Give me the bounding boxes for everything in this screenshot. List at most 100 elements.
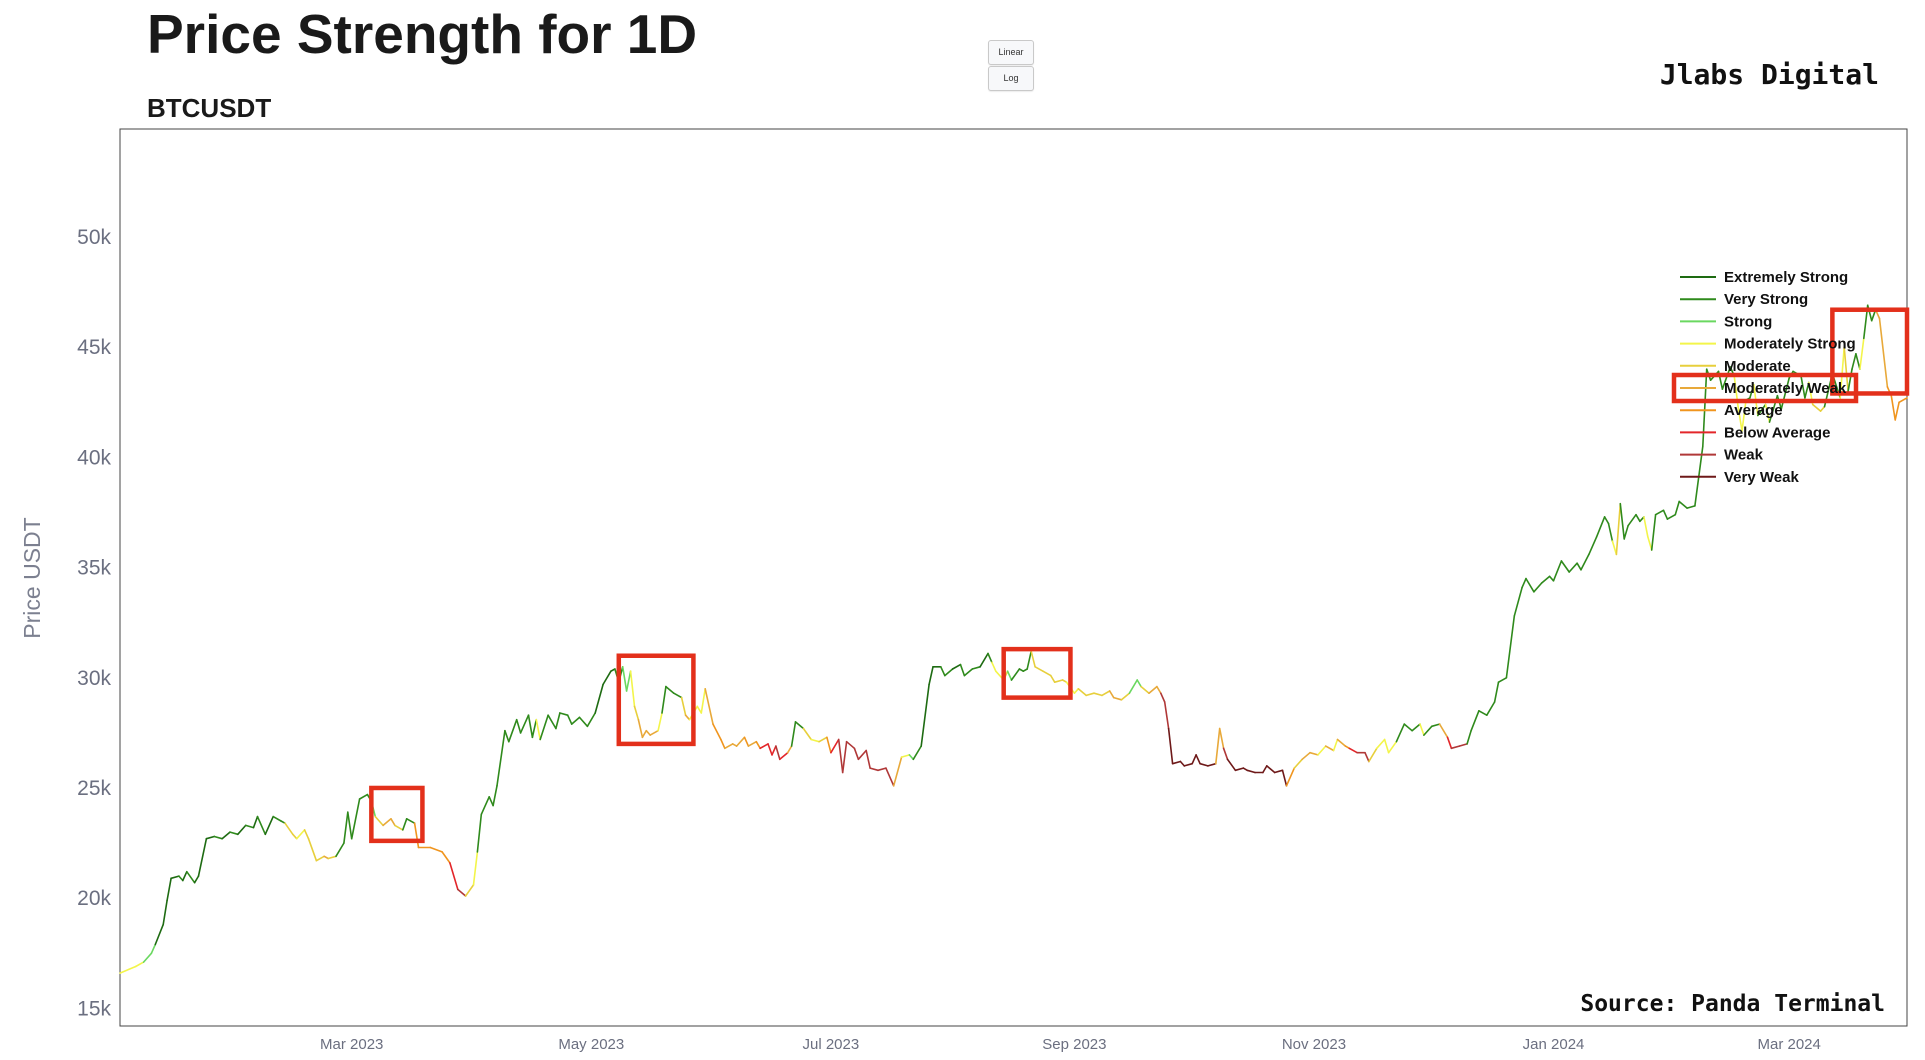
price-segment xyxy=(720,738,726,750)
price-segment xyxy=(1548,575,1555,582)
price-segment xyxy=(1073,687,1080,695)
price-segment xyxy=(826,736,832,754)
price-segment xyxy=(1030,650,1036,668)
price-segment xyxy=(162,899,168,926)
price-segment xyxy=(1332,738,1339,752)
price-segment xyxy=(987,652,993,664)
price-segment xyxy=(488,795,494,807)
legend-highlight-box xyxy=(1671,372,1859,404)
price-segment xyxy=(142,952,153,963)
price-segment xyxy=(912,745,923,761)
price-segment xyxy=(1819,405,1826,412)
price-segment xyxy=(1890,394,1896,421)
legend-item-label: Very Weak xyxy=(1724,469,1799,486)
legend-item-label: Very Strong xyxy=(1724,291,1808,308)
y-tick-label: 20k xyxy=(77,887,111,910)
legend-item-label: Moderately Strong xyxy=(1724,336,1856,353)
price-segment xyxy=(645,729,652,736)
price-segment xyxy=(1627,513,1637,527)
price-segment xyxy=(1042,670,1052,677)
price-segment xyxy=(1348,747,1358,754)
price-segment xyxy=(1843,346,1849,393)
price-segment xyxy=(1678,500,1688,509)
price-segment xyxy=(1266,765,1276,774)
price-segment xyxy=(1650,513,1657,551)
price-segment xyxy=(186,870,196,884)
price-segment xyxy=(1741,399,1747,432)
price-segment xyxy=(1764,403,1771,423)
price-segment xyxy=(621,665,628,692)
price-segment xyxy=(1301,751,1311,761)
x-tick-label: Jul 2023 xyxy=(803,1036,860,1053)
price-segment xyxy=(586,712,597,728)
price-segment xyxy=(1273,769,1284,774)
price-segment xyxy=(1839,346,1845,399)
price-segment xyxy=(1128,679,1138,695)
y-tick-label: 45k xyxy=(77,336,111,359)
price-segment xyxy=(1050,674,1056,684)
price-segment xyxy=(1859,337,1865,371)
price-segment xyxy=(413,822,420,849)
price-segment xyxy=(1607,522,1614,542)
x-axis: Mar 2023 May 2023 Jul 2023 Sep 2023 Nov 2023… xyxy=(320,1036,1821,1053)
price-segment xyxy=(767,743,773,756)
price-segment xyxy=(1486,701,1496,717)
price-segment xyxy=(602,670,612,686)
price-segment xyxy=(1423,725,1433,736)
price-segment xyxy=(1207,762,1217,767)
price-segment xyxy=(1006,670,1013,681)
price-segment xyxy=(637,718,644,739)
price-segment xyxy=(405,817,416,825)
price-segment xyxy=(504,729,510,743)
price-segment xyxy=(1222,747,1229,761)
price-segment xyxy=(1262,765,1268,774)
price-segment xyxy=(1053,679,1064,684)
price-segment xyxy=(700,687,707,714)
price-segment xyxy=(346,811,353,840)
price-segment xyxy=(1246,769,1256,774)
price-segment xyxy=(1458,743,1468,747)
price-segment xyxy=(920,683,930,747)
price-segment xyxy=(1576,562,1582,571)
price-segment xyxy=(641,729,648,739)
x-tick-label: Jan 2024 xyxy=(1523,1036,1585,1053)
price-segment xyxy=(343,811,349,844)
legend-item-label: Below Average xyxy=(1724,424,1830,441)
x-tick-label: Sep 2023 xyxy=(1042,1036,1106,1053)
price-segment xyxy=(1281,769,1288,787)
price-segment xyxy=(629,670,636,708)
price-segment xyxy=(566,714,573,725)
price-segment xyxy=(390,817,396,827)
y-tick-label: 40k xyxy=(77,446,111,469)
price-segment xyxy=(1470,709,1480,732)
price-segment xyxy=(1611,540,1618,556)
price-segment xyxy=(775,745,781,761)
price-segment xyxy=(221,831,231,840)
price-segment xyxy=(429,846,443,853)
source-note: Source: Panda Terminal xyxy=(1580,991,1885,1017)
price-segment xyxy=(1191,754,1197,765)
price-segment xyxy=(284,822,294,836)
plot-frame xyxy=(119,128,1908,1027)
price-segment xyxy=(747,740,758,747)
price-segment xyxy=(908,754,915,761)
price-segment xyxy=(476,813,483,853)
price-segment xyxy=(154,923,164,946)
price-segment xyxy=(1179,760,1186,767)
linear-scale-button[interactable]: Linear xyxy=(988,40,1034,65)
price-segment xyxy=(555,712,561,730)
price-segment xyxy=(1450,745,1461,750)
price-segment xyxy=(1619,502,1625,540)
price-segment xyxy=(877,767,887,772)
price-segment xyxy=(1643,516,1649,538)
price-segment xyxy=(786,745,793,754)
price-segment xyxy=(1811,403,1822,412)
price-segment xyxy=(150,943,157,955)
price-segment xyxy=(1101,690,1111,697)
price-segment xyxy=(1647,535,1653,551)
price-segment xyxy=(374,815,384,827)
price-segment xyxy=(1199,762,1209,767)
price-segment xyxy=(272,815,282,822)
log-scale-button[interactable]: Log xyxy=(988,66,1034,91)
price-segment xyxy=(1285,767,1296,787)
